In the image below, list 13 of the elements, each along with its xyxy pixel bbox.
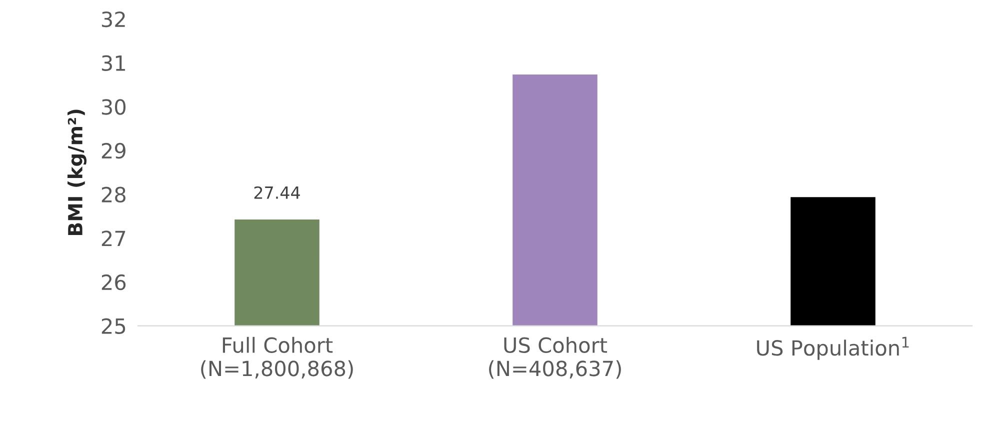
- x-tick-label: US Cohort (N=408,637): [489, 336, 621, 379]
- y-tick-label: 25: [102, 318, 126, 334]
- y-tick-label: 32: [102, 11, 125, 28]
- y-tick-label: 26: [102, 274, 126, 290]
- y-tick-label: 29: [102, 142, 126, 159]
- y-tick-label: 28: [102, 186, 126, 203]
- x-tick-label: Full Cohort (N=1,800,868): [201, 336, 353, 379]
- y-axis-title: BMI (kg/m²): [68, 110, 86, 235]
- y-tick-label: 30: [102, 99, 126, 115]
- y-tick-label: 27: [102, 230, 126, 246]
- y-tick-label: 31: [102, 55, 125, 72]
- data-label: 27.44: [254, 186, 300, 199]
- x-tick-label: US Population$^{1}$: [757, 336, 909, 360]
